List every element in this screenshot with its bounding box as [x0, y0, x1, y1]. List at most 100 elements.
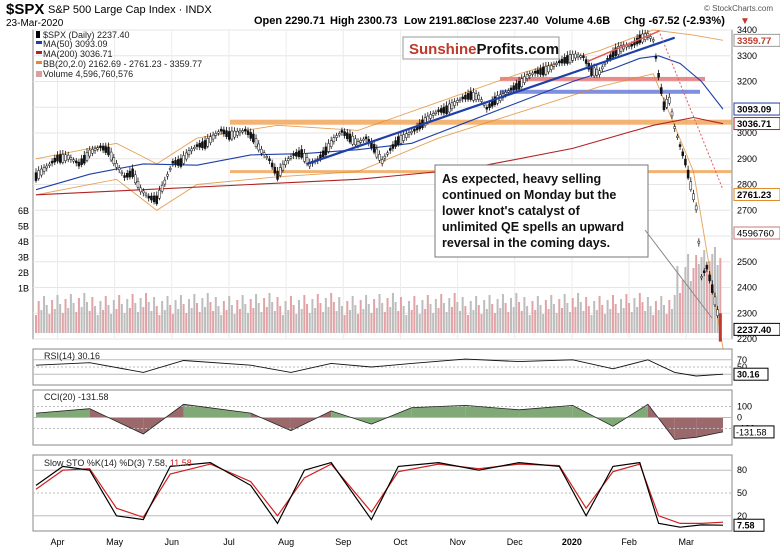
candle-body	[238, 130, 242, 134]
candle-body	[214, 133, 218, 136]
candle-body	[136, 181, 140, 188]
volume-bar	[110, 314, 113, 333]
candle-body	[566, 55, 569, 64]
volume-bar	[373, 299, 376, 333]
volume-tick-label: 6B	[18, 206, 29, 216]
candle-body	[598, 70, 601, 75]
volume-bar	[555, 313, 558, 333]
candle-body	[150, 195, 153, 201]
volume-bar	[426, 295, 429, 333]
candle-body	[533, 70, 537, 74]
volume-bar	[53, 309, 56, 333]
volume-bar	[504, 303, 507, 333]
volume-bar	[359, 300, 362, 333]
volume-bar	[252, 308, 255, 333]
candle-body	[356, 141, 360, 146]
volume-bar	[37, 301, 40, 333]
volume-bar	[354, 305, 357, 333]
brand-part2: Profits.com	[477, 41, 560, 58]
cci-tick: 0	[737, 413, 742, 423]
candle-body	[88, 149, 91, 157]
volume-bar	[614, 304, 617, 333]
close-value: Close 2237.40	[466, 15, 539, 27]
volume-bar	[190, 308, 193, 333]
volume-bar	[617, 313, 620, 333]
bollinger-bands	[35, 29, 724, 349]
volume-bar	[166, 296, 169, 333]
volume-bar	[577, 293, 580, 333]
stockcharts-credit: © StockCharts.com	[704, 4, 773, 13]
volume-bar	[644, 311, 647, 333]
cci-area	[696, 417, 723, 438]
candle-body	[48, 163, 51, 166]
candle-body	[574, 53, 577, 59]
legend-ma200: MA(200) 3036.71	[43, 49, 113, 59]
volume-bar	[115, 309, 118, 333]
volume-bar	[636, 307, 639, 333]
candle-body	[289, 156, 293, 159]
volume-bar	[343, 315, 346, 333]
volume-bar	[700, 257, 703, 333]
candle-body	[160, 184, 164, 192]
candle-body	[651, 39, 655, 42]
volume-bar	[416, 305, 419, 333]
candle-body	[525, 74, 529, 79]
volume-bar	[593, 301, 596, 333]
candle-body	[254, 138, 258, 148]
candle-body	[117, 167, 121, 171]
volume-value: Volume 4.6B	[545, 15, 610, 27]
candle-body	[694, 205, 698, 211]
volume-bar	[335, 311, 338, 333]
candle-body	[287, 158, 290, 161]
candle-body	[388, 148, 392, 151]
candle-body	[346, 132, 349, 140]
volume-bar	[421, 300, 424, 333]
volume-bar	[370, 313, 373, 333]
volume-bar	[598, 296, 601, 333]
candle-body	[517, 80, 521, 90]
price-legend: $SPX (Daily) 2237.40 MA(50) 3093.09 MA(2…	[36, 30, 202, 79]
volume-bar	[579, 302, 582, 333]
candle-body	[112, 157, 116, 164]
volume-bar	[467, 315, 470, 333]
price-tick-label: 3000	[737, 128, 757, 138]
candle-body	[69, 157, 73, 160]
candle-body	[665, 99, 668, 108]
price-tick-label: 2500	[737, 257, 757, 267]
volume-tick-label: 2B	[18, 268, 29, 278]
volume-bar	[464, 306, 467, 333]
volume-bar	[501, 294, 504, 333]
volume-bar	[399, 297, 402, 333]
candle-body	[584, 59, 588, 64]
volume-bar	[453, 293, 456, 333]
sto-k-line	[35, 461, 724, 528]
candle-body	[219, 128, 223, 132]
volume-bar	[488, 295, 491, 333]
volume-badge-box	[733, 226, 780, 240]
candle-body	[155, 195, 159, 205]
high-value: High 2300.73	[330, 15, 397, 27]
volume-bar	[434, 299, 437, 333]
candle-body	[241, 130, 244, 133]
volume-bar	[241, 295, 244, 333]
candle-body	[375, 148, 379, 158]
candle-body	[595, 69, 599, 76]
volume-bar	[550, 295, 553, 333]
volume-bar	[518, 302, 521, 333]
candle-body	[174, 160, 177, 165]
price-badge-box	[733, 117, 780, 131]
volume-bar	[469, 301, 472, 333]
candle-body	[42, 167, 46, 172]
candle-body	[469, 91, 472, 100]
candle-body	[700, 276, 703, 279]
volume-bar	[222, 301, 225, 333]
cci-area	[519, 405, 573, 418]
candle-body	[190, 148, 193, 152]
candle-body	[179, 158, 183, 167]
volume-bar	[507, 312, 510, 333]
candle-body	[678, 144, 682, 147]
candle-body	[472, 92, 475, 101]
candle-body	[474, 93, 478, 101]
candle-body	[705, 264, 709, 270]
